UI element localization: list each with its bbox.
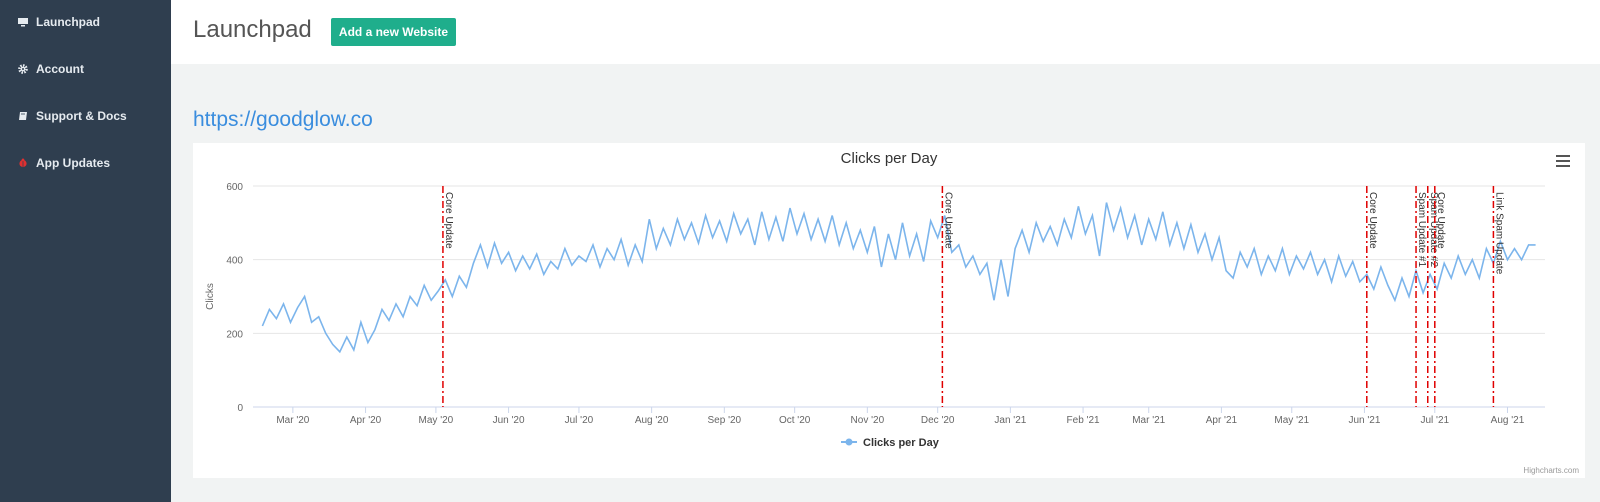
x-tick-label: Nov '20 — [851, 415, 885, 426]
legend-swatch-marker — [845, 438, 853, 446]
x-tick-label: Jun '21 — [1348, 415, 1380, 426]
x-tick-label: Mar '21 — [1132, 415, 1165, 426]
annotation-label: Core Update — [1367, 192, 1378, 249]
chart-card: Clicks per Day 0 200 400 600 Clicks Mar '20 Apr… — [193, 143, 1585, 478]
x-tick-label: Jul '20 — [565, 415, 594, 426]
annotation-label: Spam Update #1 — [1416, 192, 1427, 267]
x-tick-label: Aug '21 — [1491, 415, 1525, 426]
y-tick-label: 600 — [226, 182, 243, 193]
annotation-label: Core Update — [942, 192, 953, 249]
annotation-label: Core Update — [1435, 192, 1446, 249]
x-tick-label: Jun '20 — [493, 415, 525, 426]
x-tick-label: Dec '20 — [921, 415, 955, 426]
x-tick-label: Feb '21 — [1067, 415, 1100, 426]
x-tick-label: May '20 — [419, 415, 454, 426]
x-tick-label: Mar '20 — [276, 415, 309, 426]
annotation-label: Core Update — [443, 192, 454, 249]
x-tick-label: Jan '21 — [994, 415, 1026, 426]
y-axis-label: Clicks — [205, 283, 216, 310]
sidebar-item-support-docs[interactable]: Support & Docs — [18, 109, 127, 123]
x-tick-label: Sep '20 — [708, 415, 742, 426]
add-website-button[interactable]: Add a new Website — [331, 18, 456, 46]
annotation-label: Link Spam Update — [1493, 192, 1504, 275]
x-tick-label: Jul '21 — [1420, 415, 1449, 426]
sidebar-item-label: Launchpad — [36, 15, 101, 29]
book-icon — [19, 112, 27, 120]
sidebar-item-label: Account — [36, 62, 84, 76]
x-tick-label: Apr '20 — [350, 415, 382, 426]
y-tick-label: 400 — [226, 256, 243, 267]
sidebar-item-account[interactable]: Account — [18, 62, 84, 76]
clicks-chart: Clicks per Day 0 200 400 600 Clicks Mar '20 Apr… — [205, 150, 1545, 449]
sidebar-item-label: App Updates — [36, 156, 111, 170]
page-title: Launchpad — [193, 16, 312, 43]
monitor-icon — [18, 18, 28, 27]
gear-icon — [18, 64, 28, 74]
chart-menu-icon[interactable] — [1556, 155, 1570, 167]
annotation-label: Spam Update #2 — [1428, 192, 1439, 267]
series-line-clicks-per-day — [261, 202, 1536, 354]
sidebar-item-app-updates[interactable]: App Updates — [18, 156, 110, 170]
chart-credit[interactable]: Highcharts.com — [1523, 466, 1579, 475]
sidebar: Launchpad Account Support & Docs App Upd… — [0, 0, 171, 502]
y-tick-label: 200 — [226, 329, 243, 340]
bug-icon — [19, 158, 27, 168]
site-url-link[interactable]: https://goodglow.co — [193, 108, 373, 131]
x-tick-label: Aug '20 — [635, 415, 669, 426]
chart-title: Clicks per Day — [841, 150, 938, 167]
sidebar-item-label: Support & Docs — [36, 109, 127, 123]
sidebar-item-launchpad[interactable]: Launchpad — [18, 15, 100, 29]
x-tick-label: Apr '21 — [1206, 415, 1238, 426]
legend-item-label: Clicks per Day — [863, 437, 940, 449]
x-tick-label: May '21 — [1274, 415, 1309, 426]
x-tick-label: Oct '20 — [779, 415, 811, 426]
y-tick-label: 0 — [237, 403, 243, 414]
